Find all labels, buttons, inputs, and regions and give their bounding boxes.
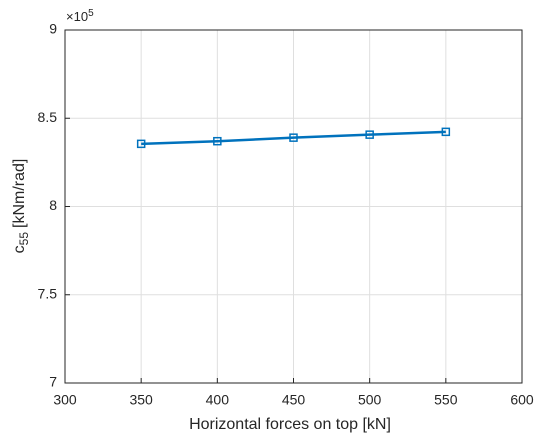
x-tick-label: 600 — [510, 392, 534, 408]
y-tick-label: 7 — [49, 374, 57, 390]
data-point — [213, 136, 222, 146]
data-point — [441, 127, 451, 137]
y-tick-label: 8.5 — [38, 109, 58, 125]
y-tick-label: 7.5 — [38, 285, 58, 301]
plot-frame — [64, 29, 523, 384]
y-label-sub: 55 — [17, 232, 31, 246]
y-axis-label: c55 [kNm/rad] — [11, 159, 31, 254]
y-multiplier-exp: 5 — [88, 8, 94, 19]
data-line — [141, 130, 446, 146]
y-multiplier-base: ×10 — [66, 9, 88, 24]
y-tick-label: 9 — [49, 21, 57, 37]
x-tick-label: 300 — [53, 392, 77, 408]
data-point — [136, 139, 146, 149]
x-tick-label: 500 — [358, 392, 382, 408]
data-point — [289, 133, 298, 142]
y-label-unit: [kNm/rad] — [11, 159, 28, 228]
x-tick-label: 550 — [434, 392, 458, 408]
y-multiplier: ×105 — [66, 8, 94, 25]
y-label-main: c — [11, 245, 28, 253]
x-tick-label: 400 — [206, 392, 230, 408]
x-tick-label: 350 — [129, 392, 153, 408]
x-axis-label: Horizontal forces on top [kN] — [189, 416, 391, 433]
data-point — [365, 130, 374, 139]
x-tick-label: 450 — [282, 392, 306, 408]
y-tick-label: 8 — [49, 197, 57, 213]
